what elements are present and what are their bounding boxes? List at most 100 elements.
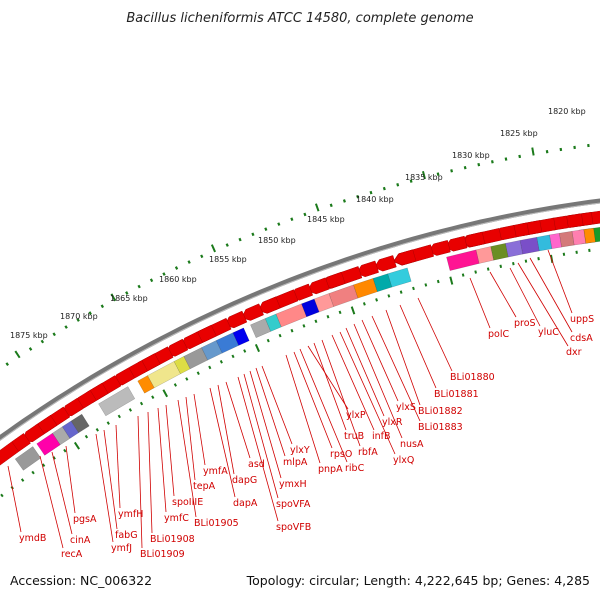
inner-minor-tick	[41, 463, 46, 468]
inner-minor-tick	[387, 294, 391, 298]
tick-label: 1850 kbp	[258, 236, 296, 245]
inner-minor-tick	[185, 377, 189, 381]
inner-minor-tick	[231, 354, 235, 359]
gene-label-connector	[225, 381, 251, 459]
major-tick	[531, 147, 535, 156]
gene-label-connector	[217, 384, 235, 475]
inner-minor-tick	[243, 349, 247, 353]
gene-arrow	[0, 441, 20, 466]
gene-label: proS	[514, 318, 536, 329]
inner-minor-tick	[208, 365, 212, 370]
gene-box	[61, 420, 79, 439]
minor-tick	[303, 212, 307, 217]
tick-label: 1835 kbp	[405, 173, 443, 182]
inner-minor-tick	[278, 333, 282, 338]
minor-tick	[125, 291, 129, 295]
gene-label-connector	[529, 257, 573, 333]
genome-summary-text: Topology: circular; Length: 4,222,645 bp…	[246, 573, 590, 588]
backbone-line	[0, 198, 600, 441]
gene-label-connector	[95, 433, 114, 543]
inner-minor-tick	[290, 328, 294, 333]
inner-major-tick	[254, 343, 260, 353]
inner-minor-tick	[196, 371, 200, 375]
gene-label: BLi01880	[450, 372, 495, 383]
gene-label-connector	[115, 424, 121, 509]
inner-minor-tick	[512, 261, 515, 266]
minor-tick	[264, 227, 268, 231]
inner-minor-tick	[31, 470, 35, 475]
gene-box	[571, 229, 587, 246]
gene-label: recA	[61, 549, 83, 560]
inner-minor-tick	[362, 302, 366, 306]
gene-label: truB	[344, 431, 364, 442]
minor-tick	[329, 203, 333, 208]
gene-label: cinA	[70, 535, 91, 546]
gene-box	[250, 318, 271, 339]
gene-label: BLi01905	[194, 518, 239, 529]
gene-label: asd	[248, 459, 265, 470]
gene-label: spoVFA	[276, 499, 311, 510]
inner-major-tick	[73, 441, 81, 450]
inner-minor-tick	[20, 478, 25, 482]
tick-label: 1825 kbp	[500, 129, 538, 138]
gene-label: tepA	[193, 481, 216, 492]
gene-box	[264, 313, 282, 332]
gene-label: pgsA	[73, 514, 97, 525]
gene-label-connector	[7, 465, 22, 533]
minor-tick	[490, 160, 494, 164]
minor-tick	[290, 217, 294, 222]
gene-label-connector	[261, 365, 293, 445]
backbone-highlight	[0, 202, 600, 441]
gene-label-connector	[547, 249, 573, 314]
gene-label-connector	[321, 339, 361, 447]
gene-label-connector	[345, 327, 385, 417]
inner-minor-tick	[0, 493, 4, 498]
gene-label-connector	[185, 396, 196, 481]
minor-tick	[277, 222, 281, 226]
gene-label-connector	[147, 411, 153, 534]
minor-tick	[436, 172, 440, 176]
gene-label: ymdB	[19, 533, 46, 544]
minor-tick	[162, 272, 166, 276]
gene-label-connector	[299, 348, 348, 463]
gene-arrow	[241, 303, 264, 321]
inner-minor-tick	[524, 259, 528, 263]
inner-minor-tick	[338, 310, 342, 315]
gene-box	[519, 236, 540, 255]
inner-minor-tick	[424, 283, 428, 287]
accession-text: Accession: NC_006322	[10, 573, 153, 588]
gene-label: ymfJ	[111, 543, 132, 554]
gene-label-connector	[237, 376, 279, 522]
major-tick	[110, 293, 117, 302]
inner-minor-tick	[461, 273, 465, 277]
gene-box	[490, 243, 509, 261]
gene-label-connector	[371, 315, 421, 422]
gene-box	[215, 332, 239, 354]
gene-label-connector	[385, 309, 421, 406]
gene-box	[313, 293, 334, 313]
gene-box	[52, 426, 71, 446]
gene-label-connector	[157, 407, 167, 513]
gene-box	[36, 432, 61, 456]
gene-label-connector	[399, 304, 437, 389]
tick-label: 1845 kbp	[307, 215, 345, 224]
gene-label: ymfA	[203, 466, 228, 477]
gene-arrow	[257, 296, 281, 314]
gene-label: rbfA	[358, 447, 378, 458]
gene-label-connector	[307, 345, 349, 410]
gene-box	[328, 284, 359, 307]
inner-minor-tick	[173, 383, 177, 387]
inner-minor-tick	[375, 298, 379, 302]
gene-box	[536, 234, 553, 252]
minor-tick	[463, 165, 467, 170]
gene-label-connector	[165, 404, 175, 497]
minor-tick	[174, 266, 179, 270]
gene-label-connector	[517, 262, 569, 347]
inner-major-tick	[162, 389, 169, 398]
gene-label-connector	[65, 445, 76, 514]
gene-box	[353, 278, 378, 299]
gene-label: ylxS	[396, 402, 416, 413]
minor-tick	[238, 237, 242, 242]
gene-label-connector	[103, 429, 118, 530]
